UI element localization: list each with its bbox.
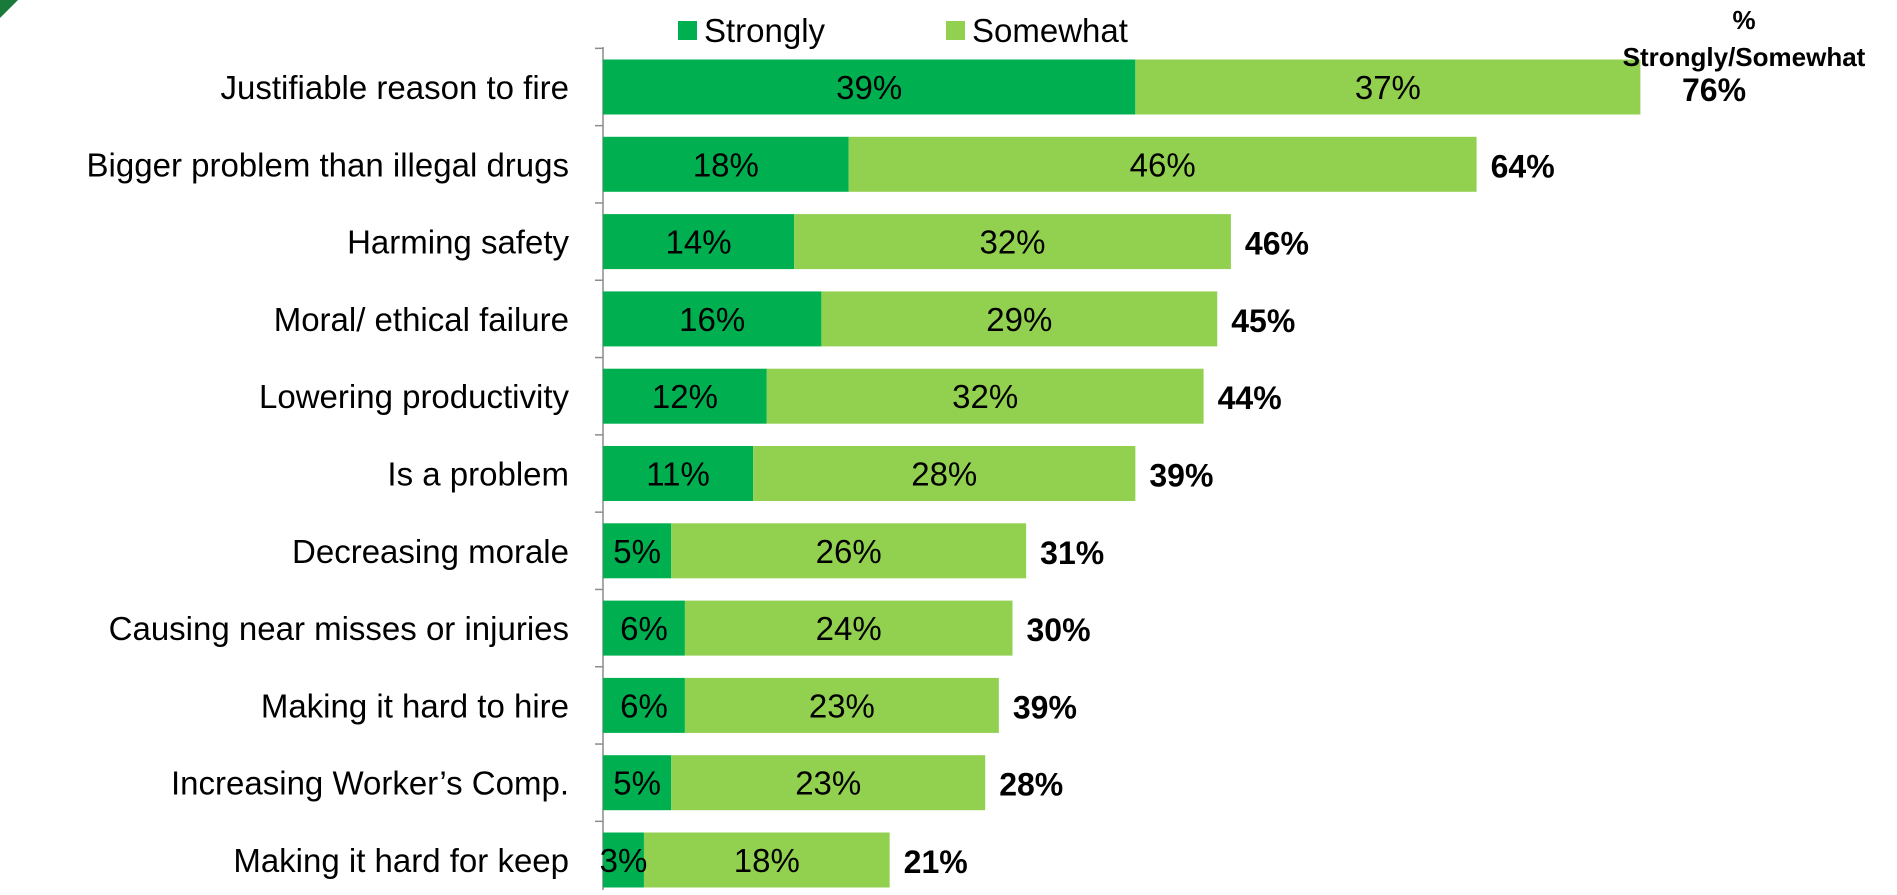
- data-label-strongly: 5%: [613, 765, 661, 802]
- category-label: Moral/ ethical failure: [274, 301, 569, 338]
- total-label: 39%: [1149, 458, 1213, 494]
- data-label-strongly: 5%: [613, 533, 661, 570]
- bar-strongly: [603, 446, 754, 501]
- bar-somewhat: [848, 136, 1477, 192]
- bar-strongly: [603, 368, 767, 424]
- total-header-line1: %: [1732, 5, 1755, 35]
- category-label: Harming safety: [347, 224, 569, 261]
- data-label-somewhat: 32%: [979, 224, 1045, 261]
- bar-strongly: [603, 832, 644, 888]
- data-label-somewhat: 29%: [986, 301, 1052, 338]
- data-label-strongly: 6%: [620, 610, 668, 647]
- data-label-somewhat: 18%: [734, 842, 800, 879]
- category-label: Making it hard for keep: [233, 842, 569, 879]
- data-label-strongly: 11%: [646, 456, 710, 493]
- bar-strongly: [603, 600, 685, 656]
- data-label-strongly: 6%: [620, 687, 668, 724]
- data-label-somewhat: 26%: [816, 533, 882, 570]
- bar-somewhat: [1135, 59, 1641, 115]
- bar-somewhat: [794, 214, 1231, 270]
- data-label-somewhat: 23%: [809, 687, 875, 724]
- category-label: Justifiable reason to fire: [220, 69, 569, 106]
- legend-swatch-somewhat: [946, 21, 965, 40]
- bar-strongly: [603, 291, 822, 347]
- bar-strongly: [603, 523, 672, 579]
- total-label: 45%: [1231, 303, 1295, 339]
- legend-swatch-strongly: [678, 21, 697, 40]
- data-label-strongly: 16%: [679, 301, 745, 338]
- data-label-somewhat: 24%: [816, 610, 882, 647]
- corner-decoration: [0, 0, 18, 18]
- total-label: 44%: [1218, 380, 1282, 416]
- legend-label-somewhat: Somewhat: [972, 12, 1128, 49]
- data-label-somewhat: 46%: [1130, 146, 1196, 183]
- category-label: Making it hard to hire: [261, 687, 569, 724]
- bar-strongly: [603, 59, 1136, 115]
- total-label: 39%: [1013, 689, 1077, 725]
- total-label: 30%: [1027, 612, 1091, 648]
- data-label-strongly: 14%: [666, 224, 732, 261]
- total-label: 64%: [1491, 148, 1555, 184]
- bar-strongly: [603, 677, 685, 733]
- bar-somewhat: [684, 600, 1013, 656]
- data-label-somewhat: 28%: [911, 456, 977, 493]
- data-label-somewhat: 23%: [795, 765, 861, 802]
- data-label-strongly: 3%: [600, 842, 648, 879]
- total-label: 21%: [904, 844, 968, 880]
- bar-strongly: [603, 755, 672, 811]
- bar-somewhat: [643, 832, 890, 888]
- total-header-line2: Strongly/Somewhat: [1623, 42, 1866, 72]
- bar-strongly: [603, 136, 849, 192]
- data-label-somewhat: 37%: [1355, 69, 1421, 106]
- bar-somewhat: [753, 446, 1136, 501]
- category-label: Decreasing morale: [292, 533, 569, 570]
- data-label-strongly: 12%: [652, 378, 718, 415]
- category-label: Is a problem: [387, 456, 569, 493]
- bar-somewhat: [684, 677, 999, 733]
- bar-strongly: [603, 214, 795, 270]
- bar-somewhat: [821, 291, 1218, 347]
- legend-label-strongly: Strongly: [704, 12, 826, 49]
- category-label: Bigger problem than illegal drugs: [87, 146, 569, 183]
- bar-somewhat: [671, 755, 986, 811]
- total-label: 31%: [1040, 535, 1104, 571]
- total-label: 46%: [1245, 226, 1309, 262]
- data-label-strongly: 39%: [836, 69, 902, 106]
- bar-somewhat: [766, 368, 1204, 424]
- category-label: Causing near misses or injuries: [109, 610, 569, 647]
- total-label: 28%: [999, 767, 1063, 803]
- data-label-strongly: 18%: [693, 146, 759, 183]
- category-label: Increasing Worker’s Comp.: [171, 765, 569, 802]
- bar-somewhat: [671, 523, 1027, 579]
- data-label-somewhat: 32%: [952, 378, 1018, 415]
- category-label: Lowering productivity: [259, 378, 569, 415]
- total-label: 76%: [1682, 72, 1746, 108]
